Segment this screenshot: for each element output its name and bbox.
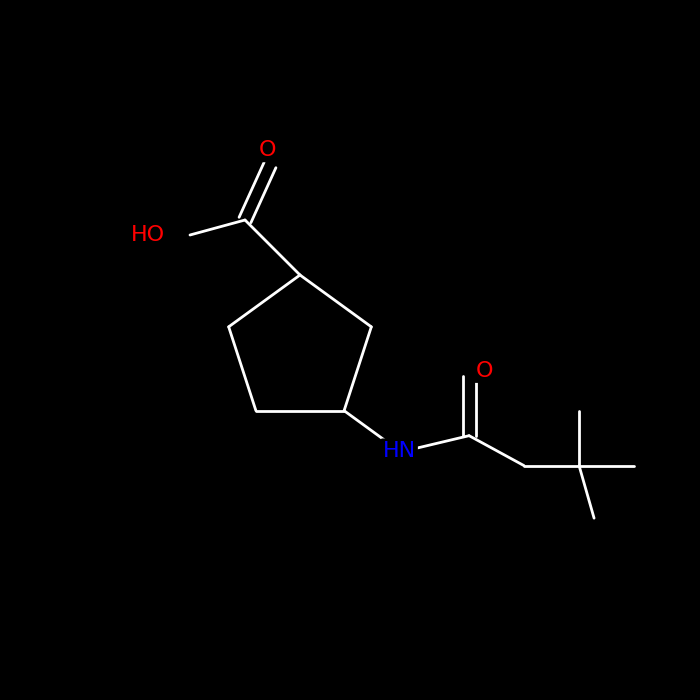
Text: HO: HO — [131, 225, 165, 245]
Text: O: O — [475, 360, 493, 381]
Text: HN: HN — [382, 441, 416, 461]
Text: O: O — [259, 140, 276, 160]
